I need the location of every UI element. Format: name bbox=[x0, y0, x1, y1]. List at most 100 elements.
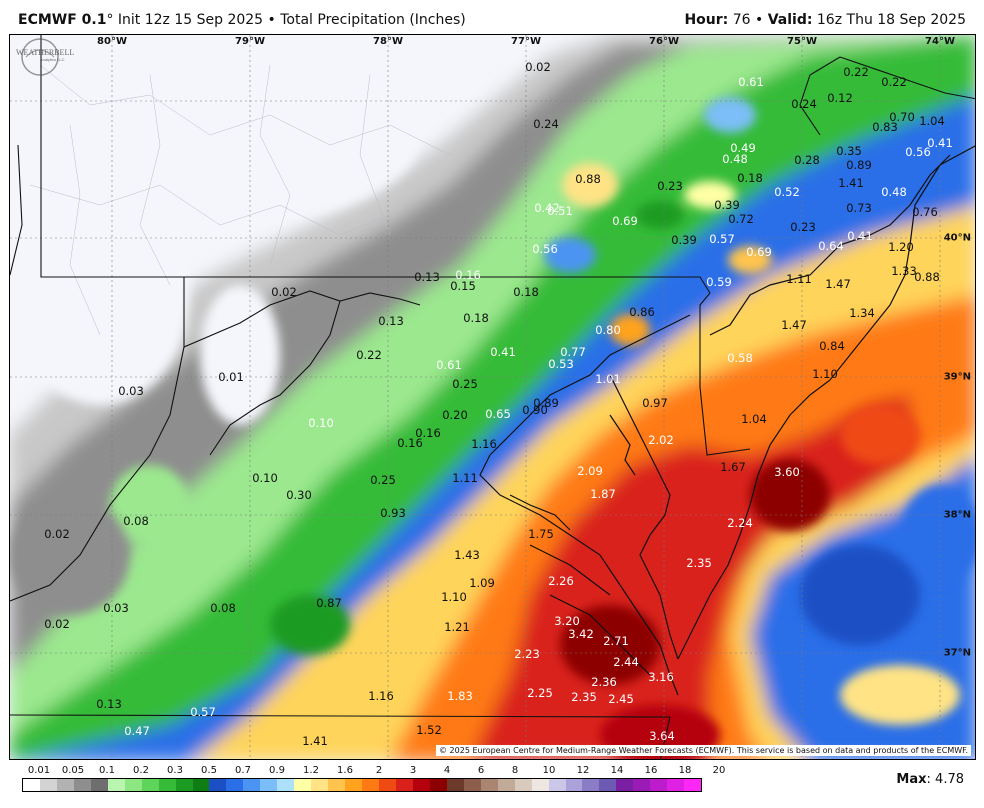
longitude-label: 79°W bbox=[235, 36, 265, 47]
precip-value-label: 0.59 bbox=[706, 275, 732, 289]
precip-value-label: 0.76 bbox=[912, 205, 938, 219]
colorbar-swatch bbox=[141, 779, 159, 791]
precip-value-label: 0.10 bbox=[252, 471, 278, 485]
colorbar-tick-label: 4 bbox=[443, 765, 451, 776]
precip-value-label: 0.77 bbox=[560, 345, 586, 359]
precip-value-label: 0.61 bbox=[436, 358, 462, 372]
longitude-label: 75°W bbox=[787, 36, 817, 47]
precip-value-label: 1.20 bbox=[888, 240, 914, 254]
precip-value-label: 0.64 bbox=[818, 239, 844, 253]
precip-value-label: 0.02 bbox=[271, 285, 297, 299]
precip-value-label: 0.03 bbox=[103, 601, 129, 615]
county-lines bbox=[29, 64, 451, 336]
map-title: ECMWF 0.1° Init 12z 15 Sep 2025 • Total … bbox=[18, 12, 466, 28]
latitude-label: 37°N bbox=[943, 647, 971, 659]
max-value: Max: 4.78 bbox=[896, 772, 964, 787]
colorbar-tick-label: 20 bbox=[712, 765, 726, 776]
colorbar-swatch bbox=[684, 779, 702, 791]
colorbar bbox=[22, 778, 702, 792]
precip-value-label: 0.41 bbox=[847, 229, 873, 243]
precip-value-label: 0.13 bbox=[96, 697, 122, 711]
precip-value-label: 1.67 bbox=[720, 460, 746, 474]
precip-value-label: 0.89 bbox=[846, 158, 872, 172]
precip-value-label: 2.44 bbox=[613, 655, 639, 669]
colorbar-swatch bbox=[514, 779, 532, 791]
precip-value-label: 0.13 bbox=[414, 270, 440, 284]
precip-value-label: 0.35 bbox=[836, 144, 862, 158]
precip-value-label: 0.16 bbox=[415, 426, 441, 440]
precip-value-label: 0.48 bbox=[881, 185, 907, 199]
precip-value-label: 0.80 bbox=[595, 323, 621, 337]
precip-value-label: 0.23 bbox=[790, 220, 816, 234]
precip-value-label: 1.16 bbox=[471, 437, 497, 451]
latitude-label: 40°N bbox=[943, 232, 971, 244]
colorbar-swatch bbox=[497, 779, 515, 791]
precip-value-label: 3.42 bbox=[568, 627, 594, 641]
latitude-label: 38°N bbox=[943, 509, 971, 521]
precip-value-label: 0.10 bbox=[308, 416, 334, 430]
precip-value-label: 0.22 bbox=[881, 75, 907, 89]
colorbar-swatch bbox=[480, 779, 498, 791]
precip-value-label: 0.22 bbox=[843, 65, 869, 79]
max-number: : 4.78 bbox=[926, 772, 964, 787]
colorbar-tick-label: 16 bbox=[644, 765, 658, 776]
precip-value-label: 0.57 bbox=[190, 705, 216, 719]
precip-value-label: 0.02 bbox=[44, 617, 70, 631]
colorbar-tick-label: 0.5 bbox=[201, 765, 217, 776]
colorbar-swatch bbox=[548, 779, 566, 791]
colorbar-tick-label: 6 bbox=[477, 765, 485, 776]
colorbar-swatch bbox=[107, 779, 125, 791]
weatherbell-logo: WEATHERBELL Analytics LLC bbox=[16, 38, 74, 76]
hour-label: Hour: bbox=[684, 12, 729, 28]
model-name: ECMWF 0.1 bbox=[18, 12, 107, 28]
colorbar-swatch bbox=[667, 779, 685, 791]
colorbar-tick-label: 1.6 bbox=[337, 765, 353, 776]
colorbar-tick-label: 0.05 bbox=[61, 765, 85, 776]
longitude-label: 76°W bbox=[649, 36, 679, 47]
colorbar-swatch bbox=[463, 779, 481, 791]
degree-mark: ° bbox=[106, 12, 114, 28]
precip-value-label: 2.25 bbox=[527, 686, 553, 700]
latitude-label: 39°N bbox=[943, 371, 971, 383]
precip-value-label: 0.57 bbox=[709, 232, 735, 246]
precip-value-label: 1.83 bbox=[447, 689, 473, 703]
precip-value-label: 3.64 bbox=[649, 729, 675, 743]
precip-value-label: 0.39 bbox=[671, 233, 697, 247]
precip-value-label: 1.87 bbox=[590, 487, 616, 501]
precip-value-label: 0.18 bbox=[463, 311, 489, 325]
precip-value-label: 0.13 bbox=[378, 314, 404, 328]
colorbar-swatch bbox=[175, 779, 193, 791]
precip-value-label: 2.26 bbox=[548, 574, 574, 588]
colorbar-tick-label: 0.1 bbox=[99, 765, 115, 776]
colorbar-swatch bbox=[39, 779, 57, 791]
colorbar-tick-label: 0.7 bbox=[235, 765, 251, 776]
precip-value-label: 1.16 bbox=[368, 689, 394, 703]
precip-value-label: 0.86 bbox=[629, 305, 655, 319]
precip-value-label: 0.24 bbox=[533, 117, 559, 131]
colorbar-tick-label: 0.3 bbox=[167, 765, 183, 776]
precip-value-label: 0.93 bbox=[380, 506, 406, 520]
valid-value: 16z Thu 18 Sep 2025 bbox=[812, 12, 966, 28]
colorbar-swatch bbox=[73, 779, 91, 791]
precip-value-label: 1.33 bbox=[891, 264, 917, 278]
colorbar-tick-label: 14 bbox=[610, 765, 624, 776]
precip-value-label: 0.18 bbox=[737, 171, 763, 185]
precipitation-map: 80°W 79°W 78°W 77°W 76°W 75°W 74°W 40°N … bbox=[9, 34, 976, 760]
precip-value-label: 2.35 bbox=[571, 690, 597, 704]
longitude-label: 74°W bbox=[925, 36, 955, 47]
precip-value-label: 0.73 bbox=[846, 201, 872, 215]
precip-value-label: 0.56 bbox=[905, 145, 931, 159]
precip-value-label: 1.75 bbox=[528, 527, 554, 541]
precip-value-label: 0.88 bbox=[914, 270, 940, 284]
precip-value-label: 0.41 bbox=[490, 345, 516, 359]
precip-value-label: 0.65 bbox=[485, 407, 511, 421]
precip-value-label: 0.53 bbox=[548, 357, 574, 371]
precip-value-label: 3.60 bbox=[774, 465, 800, 479]
precip-value-label: 0.25 bbox=[452, 377, 478, 391]
colorbar-tick-label: 10 bbox=[542, 765, 556, 776]
logo-text: WEATHERBELL bbox=[16, 48, 74, 57]
precip-value-label: 0.69 bbox=[746, 245, 772, 259]
colorbar-swatch bbox=[429, 779, 447, 791]
colorbar-tick-label: 18 bbox=[678, 765, 692, 776]
precip-value-label: 0.12 bbox=[827, 91, 853, 105]
